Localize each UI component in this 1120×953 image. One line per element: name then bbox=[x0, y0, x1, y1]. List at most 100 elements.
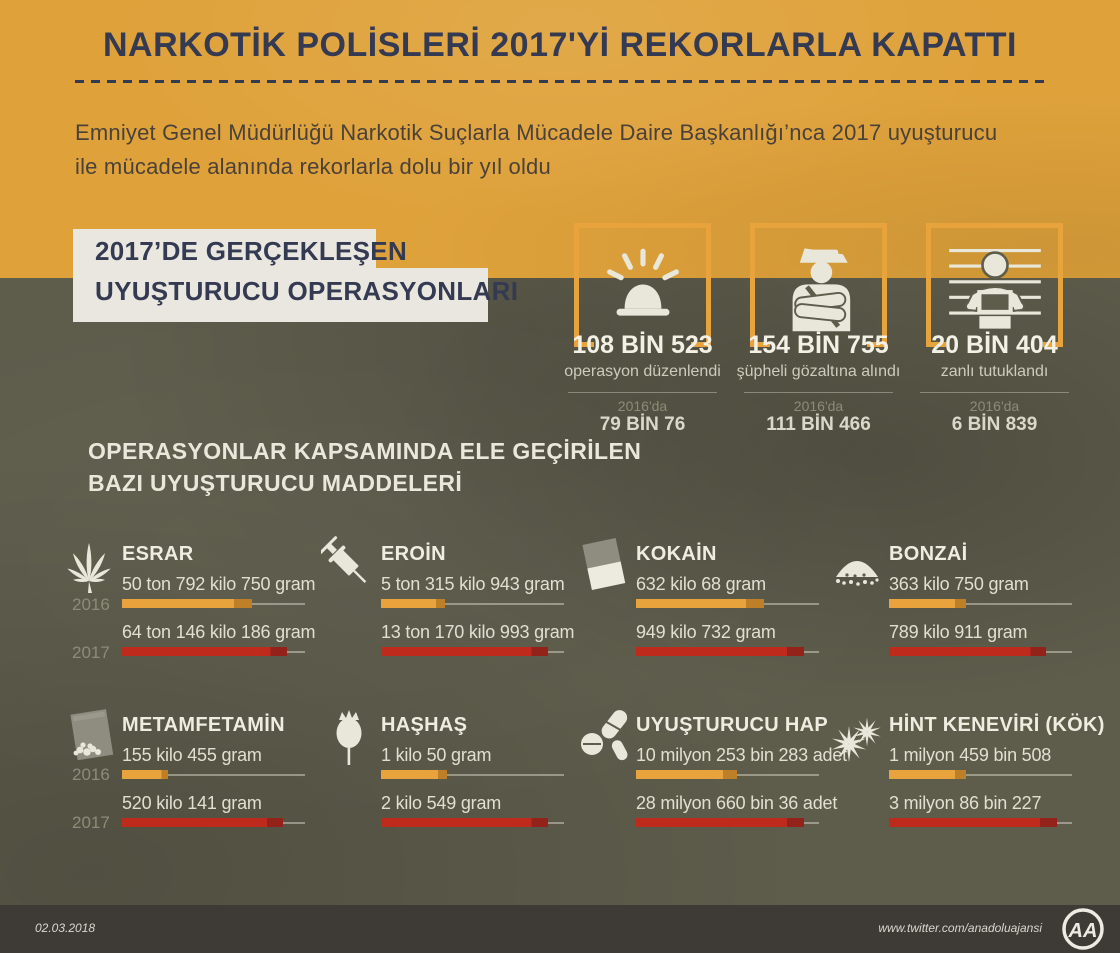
drug-card-hashas: HAŞHAŞ 1 kilo 50 gram 2 kilo 549 gram bbox=[336, 708, 567, 843]
year-label-2016: 2016 bbox=[72, 765, 110, 784]
stat-frame bbox=[926, 223, 1063, 347]
bar-fill-2017 bbox=[122, 818, 284, 827]
stat-prev-year: 2016'da bbox=[617, 398, 668, 414]
stat-value-2017: 108 BİN 523 bbox=[572, 331, 713, 359]
section1-label-line2: UYUŞTURUCU OPERASYONLARI bbox=[95, 276, 519, 306]
section1-label-box: 2017’DE GERÇEKLEŞEN bbox=[73, 229, 407, 268]
page-title: NARKOTİK POLİSLERİ 2017'Yİ REKORLARLA KA… bbox=[102, 26, 1018, 64]
drug-2017-value: 13 ton 170 kilo 993 gram bbox=[381, 622, 575, 642]
drug-2017-value: 520 kilo 141 gram bbox=[122, 793, 262, 813]
bar-fill-2017 bbox=[636, 647, 805, 656]
year-label-2017: 2017 bbox=[72, 643, 110, 662]
bar-fill-2016 bbox=[381, 770, 447, 779]
bar-2017 bbox=[381, 647, 564, 656]
drug-name: HİNT KENEVİRİ (KÖK) bbox=[889, 714, 1105, 736]
drug-2016-value: 363 kilo 750 gram bbox=[889, 574, 1029, 594]
bar-fill-2016 bbox=[636, 599, 765, 608]
drug-name: HAŞHAŞ bbox=[381, 714, 468, 736]
bar-fill-2017 bbox=[122, 647, 287, 656]
stat-divider bbox=[744, 392, 893, 393]
aa-logo-icon: AA bbox=[1062, 908, 1104, 950]
drug-2017-value: 949 kilo 732 gram bbox=[636, 622, 776, 642]
bar-2017 bbox=[122, 647, 305, 656]
drug-2016-value: 50 ton 792 kilo 750 gram bbox=[122, 574, 316, 594]
section1-label-box2: UYUŞTURUCU OPERASYONLARI bbox=[73, 268, 518, 322]
header-band: NARKOTİK POLİSLERİ 2017'Yİ REKORLARLA KA… bbox=[0, 0, 1120, 278]
syringe-icon bbox=[319, 535, 377, 597]
cocaine-brick-icon bbox=[576, 535, 632, 597]
stat-divider bbox=[920, 392, 1069, 393]
footer-url: www.twitter.com/anadoluajansi bbox=[878, 921, 1042, 935]
section2-header-line1: OPERASYONLAR KAPSAMINDA ELE GEÇİRİLEN bbox=[88, 438, 642, 464]
stat-value-2016: 111 BİN 466 bbox=[766, 414, 871, 435]
drug-card-esrar: ESRAR 50 ton 792 kilo 750 gram 64 ton 14… bbox=[67, 537, 316, 672]
bar-2017 bbox=[889, 647, 1072, 656]
bar-2016 bbox=[122, 770, 305, 779]
stat-frame bbox=[574, 223, 711, 347]
bar-2017 bbox=[636, 818, 819, 827]
subtitle-line2: ile mücadele alanında rekorlarla dolu bi… bbox=[75, 154, 551, 179]
drug-2016-value: 1 kilo 50 gram bbox=[381, 745, 492, 765]
drug-name: ESRAR bbox=[122, 543, 194, 565]
drug-name: UYUŞTURUCU HAP bbox=[636, 714, 828, 736]
bar-2016 bbox=[636, 770, 819, 779]
root-burst-icon bbox=[829, 706, 885, 768]
drug-2016-value: 155 kilo 455 gram bbox=[122, 745, 262, 765]
bar-fill-2016 bbox=[636, 770, 737, 779]
subtitle: Emniyet Genel Müdürlüğü Narkotik Suçlarl… bbox=[75, 116, 1065, 184]
stat-prev-year: 2016'da bbox=[793, 398, 844, 414]
drug-2016-value: 1 milyon 459 bin 508 bbox=[889, 745, 1052, 765]
stat-prev-year: 2016'da bbox=[969, 398, 1020, 414]
stat-value-2017: 20 BİN 404 bbox=[931, 331, 1058, 359]
drug-2017-value: 2 kilo 549 gram bbox=[381, 793, 502, 813]
drug-2017-value: 3 milyon 86 bin 227 bbox=[889, 793, 1042, 813]
bar-2017 bbox=[381, 818, 564, 827]
bar-fill-2017 bbox=[889, 647, 1047, 656]
powder-pile-icon bbox=[829, 535, 885, 597]
stat-value-2017: 154 BİN 755 bbox=[748, 331, 889, 359]
bar-2016 bbox=[381, 770, 564, 779]
drug-2017-value: 28 milyon 660 bin 36 adet bbox=[636, 793, 838, 813]
stat-card-operations: 108 BİN 523 operasyon düzenlendi 2016'da… bbox=[564, 223, 721, 435]
drug-name: METAMFETAMİN bbox=[122, 714, 285, 736]
stat-frame bbox=[750, 223, 887, 347]
drug-2016-value: 632 kilo 68 gram bbox=[636, 574, 766, 594]
crystal-baggie-icon bbox=[62, 706, 118, 768]
poppy-icon bbox=[321, 706, 377, 768]
section1-label-line1: 2017’DE GERÇEKLEŞEN bbox=[95, 236, 408, 266]
drug-card-hint-keneviri: HİNT KENEVİRİ (KÖK) 1 milyon 459 bin 508… bbox=[831, 708, 1104, 843]
drug-card-uyusturucu-hap: UYUŞTURUCU HAP 10 milyon 253 bin 283 ade… bbox=[581, 708, 847, 843]
drug-2017-value: 64 ton 146 kilo 186 gram bbox=[122, 622, 316, 642]
dashed-divider bbox=[75, 80, 1047, 83]
bar-fill-2016 bbox=[381, 599, 446, 608]
stat-label: operasyon düzenlendi bbox=[564, 363, 721, 380]
bar-fill-2016 bbox=[122, 599, 252, 608]
bar-2016 bbox=[381, 599, 564, 608]
mugshot-icon bbox=[948, 248, 1041, 329]
drug-name: EROİN bbox=[381, 543, 446, 565]
bar-2016 bbox=[636, 599, 819, 608]
drug-name: BONZAİ bbox=[889, 543, 968, 565]
drug-card-kokain: KOKAİN 632 kilo 68 gram 949 kilo 732 gra… bbox=[582, 537, 822, 672]
bar-2016 bbox=[889, 599, 1072, 608]
year-label-2016: 2016 bbox=[72, 595, 110, 614]
subtitle-line1: Emniyet Genel Müdürlüğü Narkotik Suçlarl… bbox=[75, 120, 998, 145]
stat-label: şüpheli gözaltına alındı bbox=[736, 363, 901, 380]
footer-bar: 02.03.2018 www.twitter.com/anadoluajansi… bbox=[0, 905, 1120, 953]
siren-icon bbox=[606, 248, 679, 316]
drug-2017-value: 789 kilo 911 gram bbox=[889, 622, 1028, 642]
pills-icon bbox=[576, 706, 632, 768]
drug-card-bonzai: BONZAİ 363 kilo 750 gram 789 kilo 911 gr… bbox=[836, 537, 1075, 672]
bar-2017 bbox=[122, 818, 305, 827]
bar-fill-2016 bbox=[122, 770, 168, 779]
bar-fill-2017 bbox=[381, 647, 548, 656]
stat-divider bbox=[568, 392, 717, 393]
drug-2016-value: 5 ton 315 kilo 943 gram bbox=[381, 574, 565, 594]
footer-date: 02.03.2018 bbox=[35, 921, 96, 935]
stat-card-detained: 154 BİN 755 şüpheli gözaltına alındı 201… bbox=[737, 223, 900, 435]
bar-fill-2017 bbox=[381, 818, 548, 827]
police-officer-icon bbox=[792, 247, 850, 331]
drug-card-metamfetamin: METAMFETAMİN 155 kilo 455 gram 520 kilo … bbox=[70, 708, 308, 843]
year-label-2017: 2017 bbox=[72, 813, 110, 832]
